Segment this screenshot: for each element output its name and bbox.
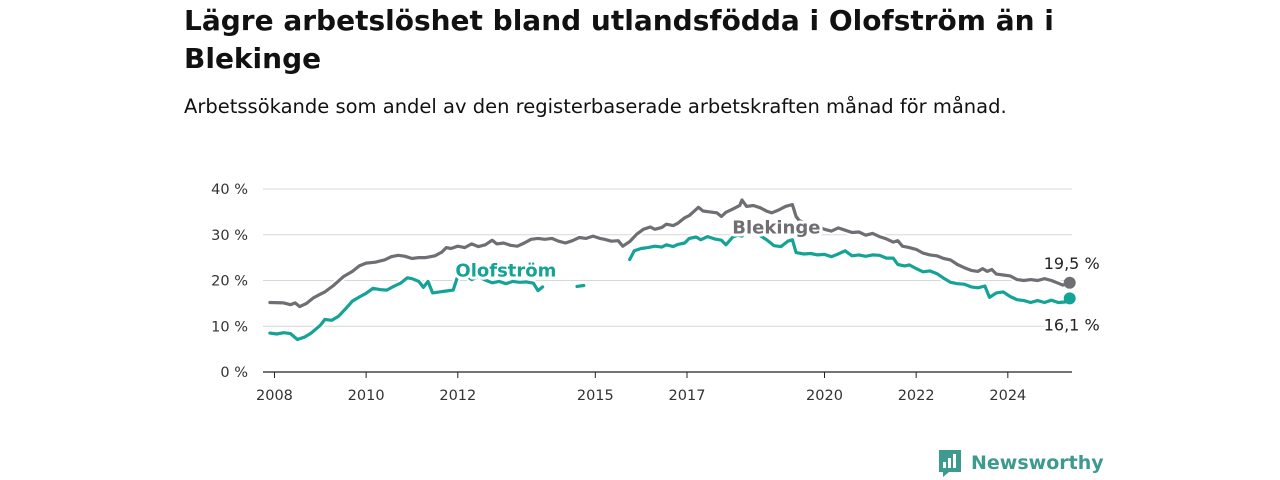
x-tick-label: 2010 [348, 388, 385, 404]
x-tick-label: 2015 [577, 388, 614, 404]
series-line-1 [268, 225, 1072, 342]
x-tick-label: 2022 [898, 388, 935, 404]
y-tick-label: 0 % [220, 365, 248, 381]
y-tick-label: 40 % [211, 182, 248, 198]
series-line-0 [268, 198, 1072, 309]
series-label-0: Blekinge [732, 217, 820, 238]
x-tick-label: 2017 [669, 388, 706, 404]
x-tick-label: 2024 [989, 388, 1026, 404]
newsworthy-logo-icon [939, 450, 961, 477]
y-tick-label: 20 % [211, 274, 248, 290]
brand-name: Newsworthy [971, 452, 1104, 474]
chart-title: Lägre arbetslöshet bland utlandsfödda i … [184, 4, 1054, 75]
series-end-point [1063, 292, 1076, 305]
series-end-label-1: 16,1 % [1044, 315, 1100, 334]
y-tick-label: 30 % [211, 228, 248, 244]
series-end-point [1063, 276, 1076, 289]
grid [263, 188, 1072, 378]
labels: 0 % 10 % 20 % 30 % 40 % 2008 2010 2012 2015 2017 2… [211, 182, 1102, 404]
x-tick-label: 2020 [806, 388, 843, 404]
x-tick-label: 2008 [256, 388, 293, 404]
y-tick-label: 10 % [211, 319, 248, 335]
brand: Newsworthy [937, 448, 1104, 478]
chart-subtitle: Arbetssökande som andel av den registerb… [184, 95, 1007, 118]
series-lines [268, 196, 1076, 343]
series-label-1: Olofström [455, 260, 556, 281]
x-tick-label: 2012 [439, 388, 476, 404]
series-end-label-0: 19,5 % [1044, 254, 1100, 273]
